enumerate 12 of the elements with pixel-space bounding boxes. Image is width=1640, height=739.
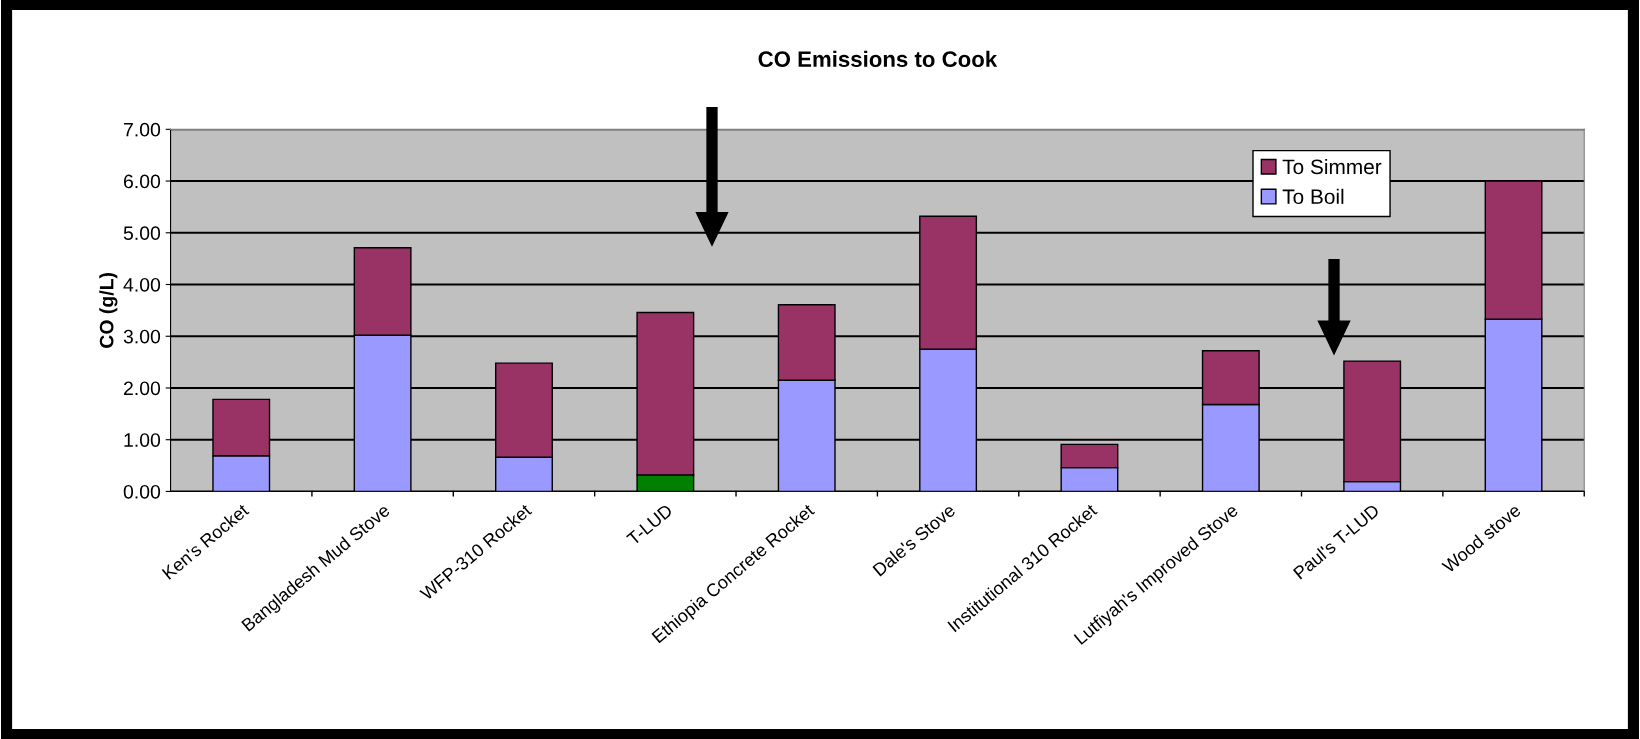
y-tick-label: 3.00 — [123, 329, 161, 344]
legend-label: To Boil — [1282, 188, 1344, 205]
y-tick-label: 7.00 — [123, 122, 161, 137]
y-tick-label: 2.00 — [123, 381, 161, 396]
y-tick-label: 6.00 — [123, 174, 161, 189]
y-tick-label: 4.00 — [123, 277, 161, 292]
chart-title: CO Emissions to Cook — [758, 50, 998, 68]
legend-label: To Simmer — [1282, 158, 1382, 175]
y-tick-label: 1.00 — [124, 433, 161, 447]
y-tick-label: 0.00 — [123, 484, 161, 499]
y-tick-label: 5.00 — [123, 226, 161, 241]
y-axis-title: CO (g/L) — [99, 273, 118, 348]
